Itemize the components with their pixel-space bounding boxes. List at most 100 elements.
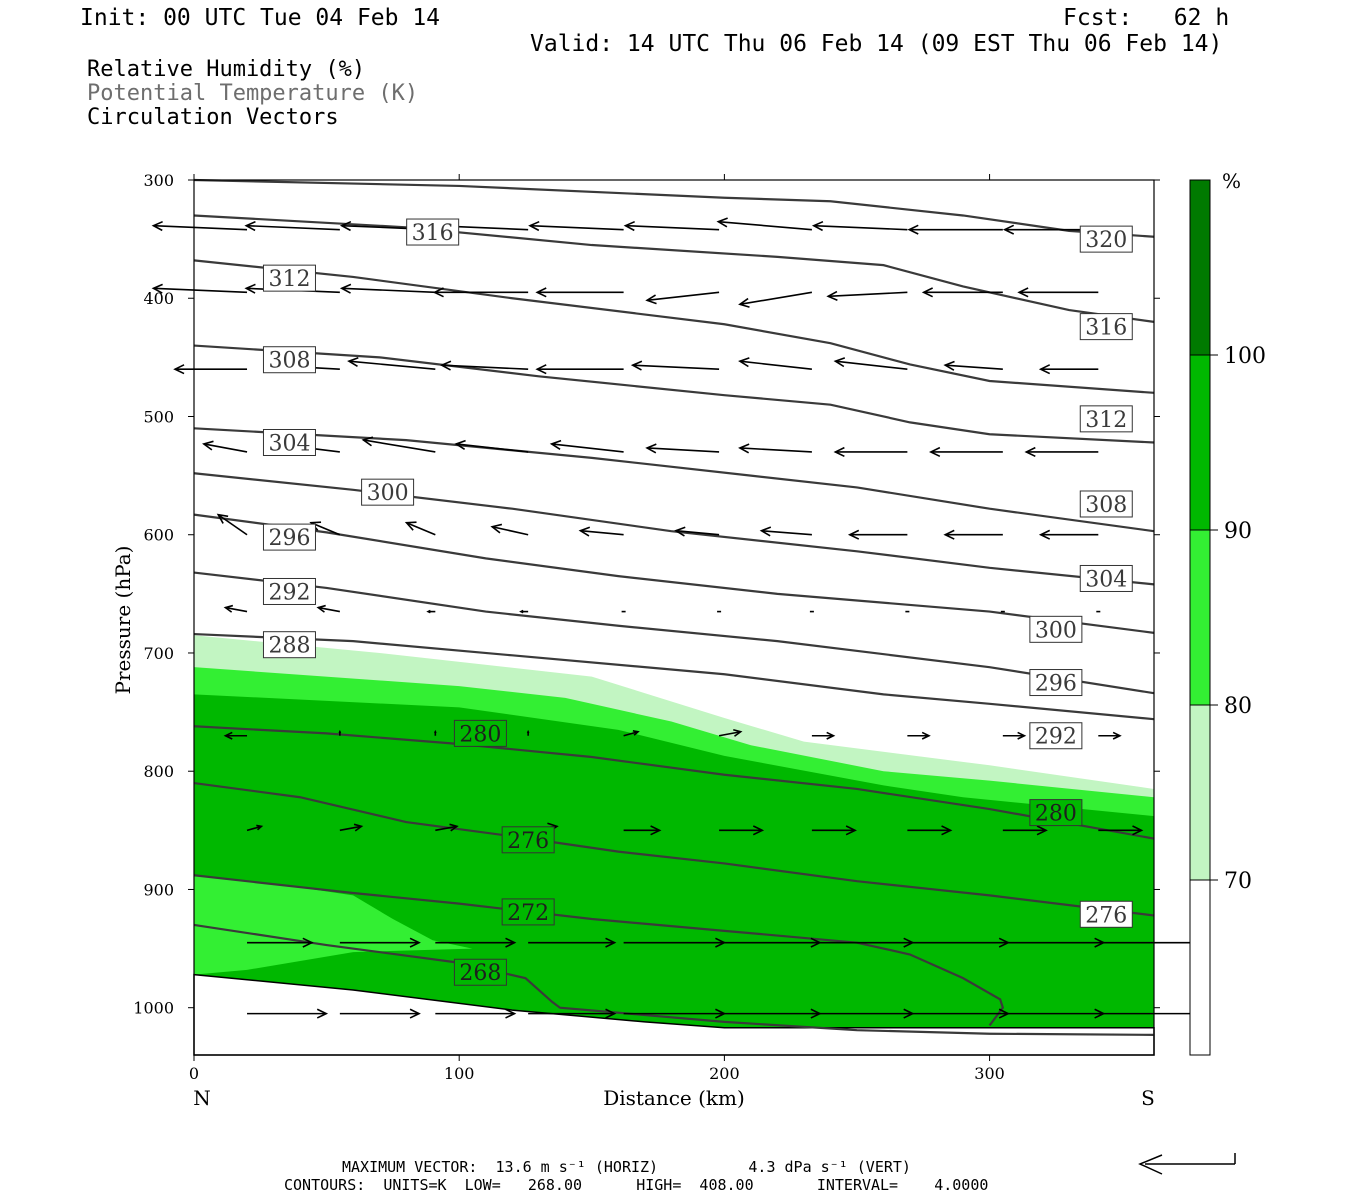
theta-contour-label: 268: [453, 958, 507, 986]
theta-contour-label: 304: [262, 429, 316, 457]
y-tick-label: 500: [143, 407, 174, 426]
y-tick-label: 400: [143, 289, 174, 308]
circulation-vector: [811, 825, 857, 836]
rh-colorbar: 100 90 80 70: [1189, 179, 1266, 1056]
y-axis-title: Pressure (hPa): [111, 546, 135, 695]
footer-contours: CONTOURS: UNITS=K LOW= 268.00 HIGH= 408.…: [284, 1176, 988, 1194]
circulation-vector: [907, 731, 931, 740]
x-axis-end-left: N: [193, 1086, 211, 1110]
y-tick-label: 900: [143, 880, 174, 899]
svg-text:320: 320: [1085, 228, 1127, 253]
theta-label-layer: 268 272 276 280 280 276 288 292 296 300 304 308 312 3…: [262, 218, 1133, 986]
valid-time: Valid: 14 UTC Thu 06 Feb 14 (09 EST Thu …: [530, 31, 1223, 57]
circulation-vector: [490, 523, 529, 536]
circulation-vector: [216, 513, 248, 536]
circulation-vector: [223, 731, 248, 740]
theta-contour-label: 316: [1079, 313, 1133, 341]
theta-contour-296: [193, 513, 1155, 634]
circulation-vector: [526, 729, 530, 736]
y-tick-label: 1000: [133, 999, 174, 1018]
circulation-vector: [907, 224, 1003, 235]
svg-text:292: 292: [1035, 725, 1077, 750]
circulation-vector: [907, 825, 953, 836]
circulation-vector: [433, 729, 437, 736]
circulation-vector: [244, 220, 340, 232]
colorbar-level-label: 80: [1224, 694, 1252, 719]
circulation-vector: [943, 360, 1003, 371]
svg-text:316: 316: [412, 221, 454, 246]
reference-vector: [1138, 1153, 1236, 1175]
colorbar-segment: [1189, 179, 1211, 356]
x-axis-end-right: S: [1141, 1086, 1155, 1110]
theta-contour-label: 280: [453, 719, 507, 747]
theta-contour-280: [193, 725, 1155, 840]
circulation-vector: [339, 1008, 421, 1019]
circulation-vector: [1017, 287, 1099, 298]
circulation-vector: [738, 291, 813, 308]
circulation-vector: [528, 220, 624, 232]
svg-text:308: 308: [268, 349, 310, 374]
circulation-vector: [847, 529, 908, 540]
svg-text:304: 304: [1085, 567, 1127, 592]
circulation-vector: [435, 823, 459, 832]
circulation-vector: [1098, 731, 1122, 740]
svg-text:300: 300: [1035, 618, 1077, 643]
svg-text:276: 276: [507, 829, 549, 854]
theta-contour-320: [193, 178, 1155, 238]
x-tick-label: 200: [709, 1064, 740, 1083]
circulation-vector: [1024, 446, 1099, 458]
circulation-vector: [738, 443, 812, 454]
svg-text:312: 312: [268, 267, 310, 292]
svg-text:300: 300: [367, 481, 409, 506]
circulation-vector: [811, 220, 908, 232]
circulation-vector: [339, 283, 436, 294]
y-tick-label: 300: [143, 171, 174, 190]
theta-contour-label: 304: [1079, 564, 1133, 592]
theta-contour-label: 296: [1029, 669, 1083, 697]
colorbar-level-label: 100: [1224, 344, 1266, 369]
theta-contour-label: 280: [1029, 799, 1083, 827]
circulation-vector: [151, 283, 248, 294]
theta-contour-label: 292: [262, 577, 316, 605]
svg-text:272: 272: [507, 901, 549, 926]
circulation-vector: [759, 526, 812, 537]
colorbar-level-label: 90: [1224, 519, 1252, 544]
circulation-vector: [929, 446, 1003, 458]
x-tick-label: 300: [974, 1064, 1005, 1083]
circulation-vector: [811, 731, 836, 740]
plot-frame: [193, 179, 1155, 1056]
theta-contour-label: 308: [1079, 490, 1133, 518]
circulation-vector: [1038, 529, 1099, 540]
circulation-vector: [833, 446, 908, 458]
svg-text:268: 268: [459, 961, 501, 986]
circulation-vector: [338, 729, 342, 736]
theta-contour-308: [193, 344, 1155, 444]
circulation-vector: [921, 287, 1003, 298]
circulation-vector: [645, 443, 720, 454]
circulation-vector: [718, 728, 743, 737]
circulation-vector: [247, 937, 314, 948]
y-tick-label: 600: [143, 526, 174, 545]
circulation-vector: [151, 220, 248, 232]
circulation-vector: [223, 604, 248, 613]
svg-text:280: 280: [459, 722, 501, 747]
circulation-vector: [645, 291, 720, 305]
circulation-vector: [173, 364, 248, 375]
colorbar-unit: %: [1222, 169, 1241, 193]
colorbar-segment: [1189, 879, 1211, 1056]
svg-text:296: 296: [1035, 672, 1077, 697]
circulation-vector: [1038, 364, 1099, 375]
x-axis-title: Distance (km): [603, 1086, 745, 1110]
field-theta: Potential Temperature (K): [87, 81, 419, 106]
theta-contour-276: [193, 781, 1155, 917]
footer-max-vector: MAXIMUM VECTOR: 13.6 m s⁻¹ (HORIZ) 4.3 d…: [342, 1158, 911, 1176]
colorbar-level-label: 70: [1224, 869, 1252, 894]
x-tick-label: 100: [444, 1064, 475, 1083]
theta-contour-label: 288: [262, 631, 316, 659]
theta-contour-268: [193, 923, 1155, 1036]
circulation-vector: [202, 440, 248, 453]
theta-contour-label: 300: [1029, 615, 1083, 643]
circulation-vector-layer: [151, 217, 1201, 1019]
rh-band-90-2: [194, 694, 1154, 1055]
init-time: Init: 00 UTC Tue 04 Feb 14: [80, 5, 441, 31]
